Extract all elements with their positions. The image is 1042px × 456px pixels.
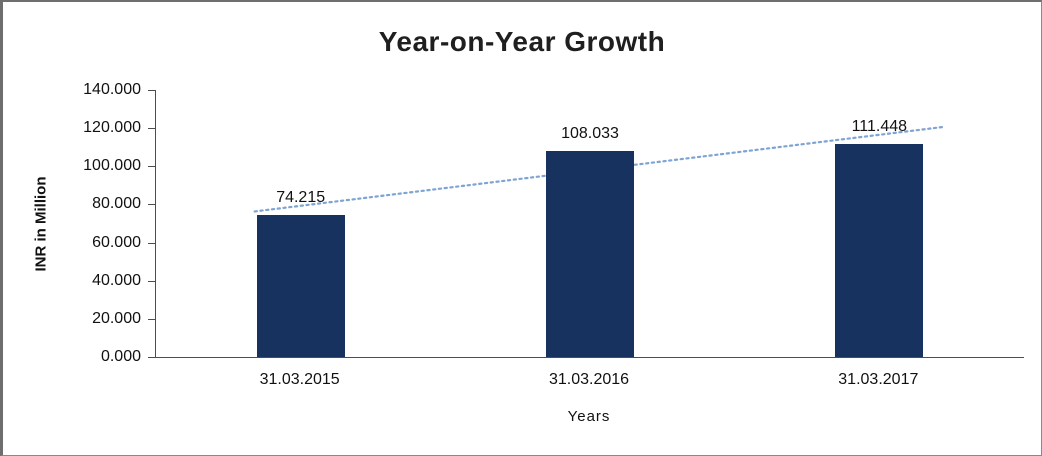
- x-category-label: 31.03.2016: [548, 371, 630, 388]
- x-category-label: 31.03.2017: [838, 371, 919, 388]
- x-category-label: 31.03.2015: [259, 371, 340, 388]
- y-tick-mark: [148, 90, 155, 91]
- y-tick-label: 60.000: [92, 233, 141, 251]
- y-tick-mark: [148, 204, 155, 206]
- y-tick-label: 20.000: [92, 309, 141, 327]
- y-tick-mark: [148, 242, 155, 244]
- plot-area: 74.215 108.033 111.448: [155, 90, 1024, 358]
- y-tick-mark: [148, 166, 155, 168]
- bar: [546, 150, 634, 357]
- y-tick-mark: [148, 280, 155, 282]
- y-tick-label: 140.000: [83, 81, 141, 98]
- y-tick-label: 40.000: [92, 271, 141, 289]
- y-tick-label: 120.000: [83, 119, 141, 137]
- y-axis: 140.000 120.000 100.000 80.000 60.000 40.000 2…: [3, 81, 155, 365]
- chart-title: Year-on-Year Growth: [378, 26, 666, 57]
- y-tick-mark: [148, 318, 155, 320]
- bar-value-label: 74.215: [276, 189, 326, 207]
- y-tick-mark: [148, 357, 155, 358]
- x-axis-title: Years: [567, 408, 611, 425]
- bar: [835, 144, 924, 357]
- bar-value-label: 111.448: [851, 118, 908, 136]
- y-tick-mark: [148, 128, 155, 130]
- x-axis: 31.03.2015 31.03.2016 31.03.2017: [155, 371, 1023, 393]
- bar: [256, 215, 345, 357]
- y-tick-label: 100.000: [83, 157, 141, 175]
- y-tick-label: 0.000: [100, 348, 141, 365]
- bar-value-label: 108.033: [561, 124, 619, 142]
- y-tick-label: 80.000: [92, 195, 141, 213]
